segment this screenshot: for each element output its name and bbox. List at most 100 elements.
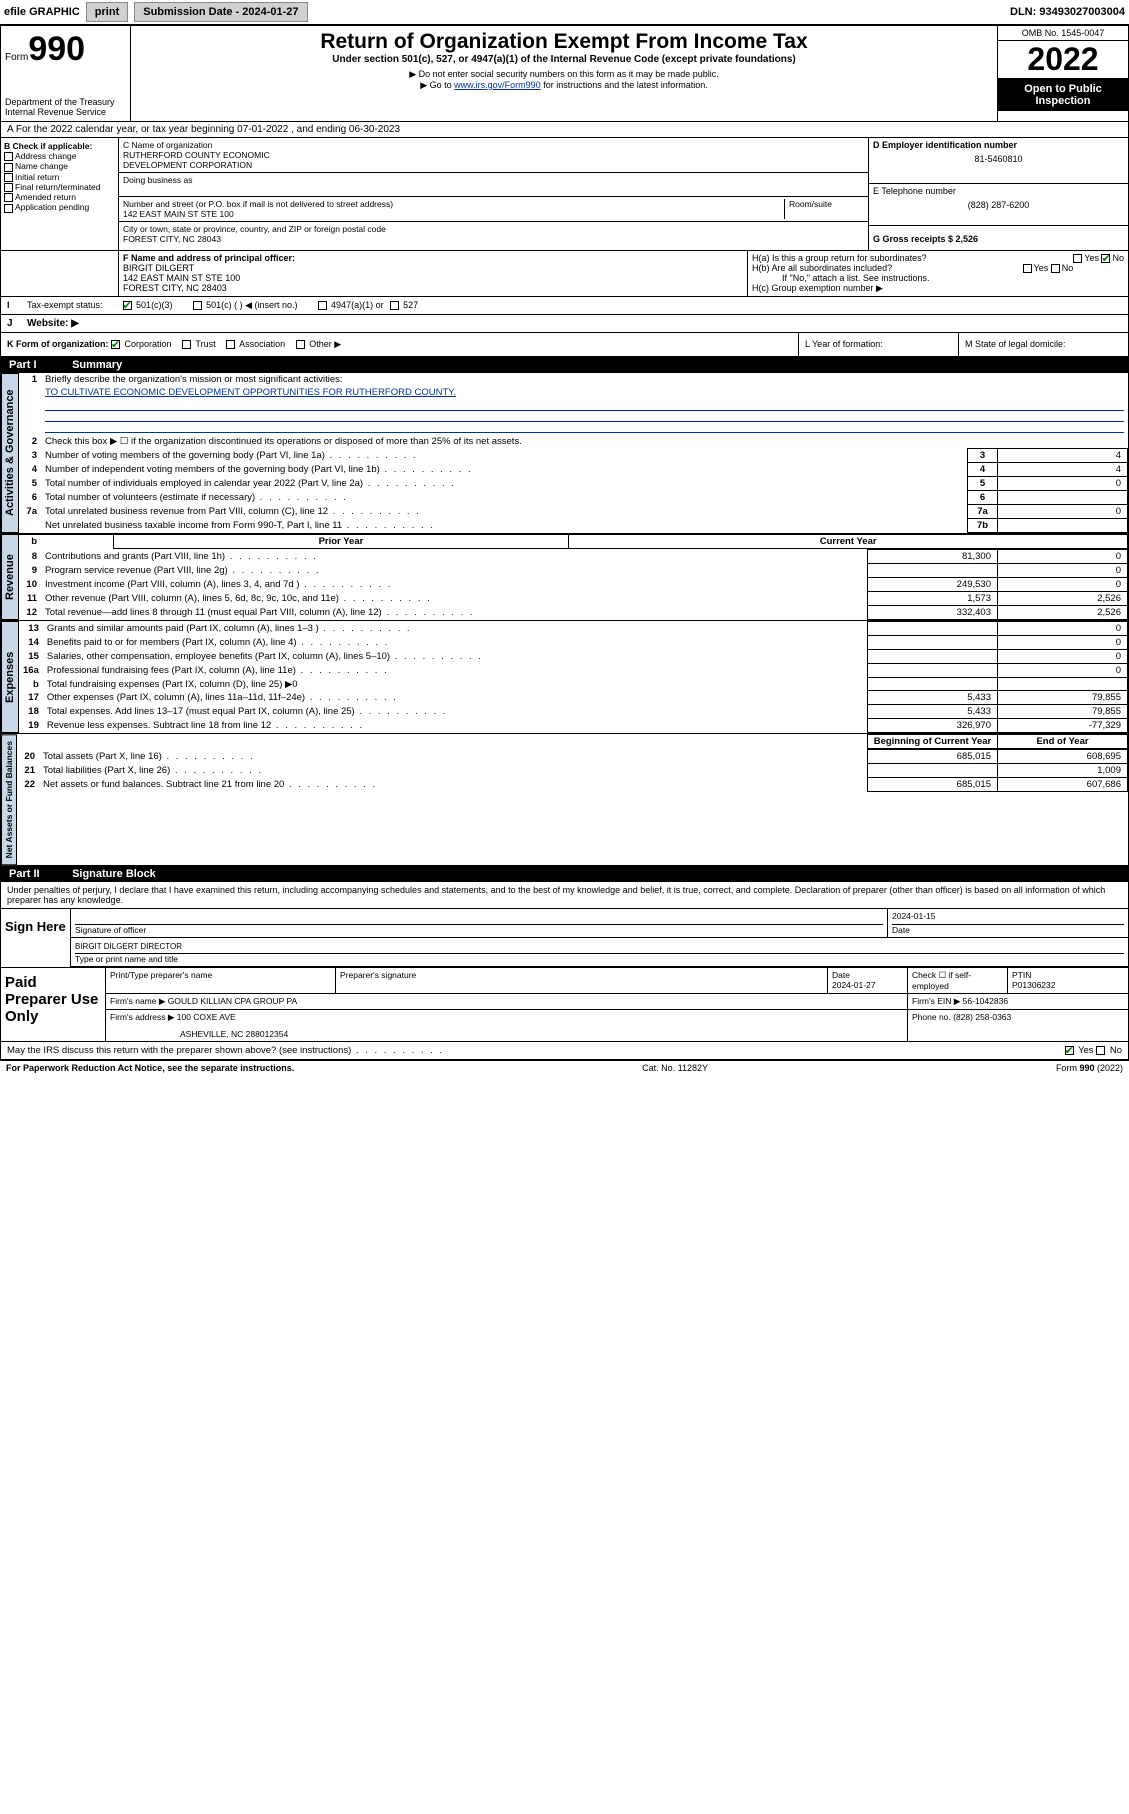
part1-title: Summary xyxy=(72,359,122,371)
table-row: 5Total number of individuals employed in… xyxy=(19,477,1128,491)
phone-label: E Telephone number xyxy=(873,186,1124,196)
cb-501c3[interactable] xyxy=(123,301,132,310)
part2-title: Signature Block xyxy=(72,868,156,880)
vtab-netassets: Net Assets or Fund Balances xyxy=(1,734,17,865)
firm-phone: (828) 258-0363 xyxy=(953,1012,1011,1022)
cb-application-pending[interactable]: Application pending xyxy=(4,202,115,212)
block-fh: F Name and address of principal officer:… xyxy=(1,251,1128,297)
prep-sig-label: Preparer's signature xyxy=(336,968,828,993)
irs-label: Internal Revenue Service xyxy=(5,107,126,117)
may-irs-label: May the IRS discuss this return with the… xyxy=(7,1045,351,1056)
table-row: 20Total assets (Part X, line 16)685,0156… xyxy=(17,750,1128,764)
cb-assoc[interactable] xyxy=(226,340,235,349)
part1-label: Part I xyxy=(9,359,69,371)
eoy-hdr: End of Year xyxy=(998,735,1128,749)
goto-post: for instructions and the latest informat… xyxy=(541,80,708,90)
bcy-hdr: Beginning of Current Year xyxy=(868,735,998,749)
footer-right: Form 990 (2022) xyxy=(1056,1063,1123,1073)
table-row: Net unrelated business taxable income fr… xyxy=(19,519,1128,533)
cb-may-irs-no[interactable] xyxy=(1096,1046,1105,1055)
current-year-hdr: Current Year xyxy=(569,535,1128,549)
cb-4947[interactable] xyxy=(318,301,327,310)
table-row: 3Number of voting members of the governi… xyxy=(19,449,1128,463)
cb-corp[interactable] xyxy=(111,340,120,349)
cb-amended-return[interactable]: Amended return xyxy=(4,192,115,202)
form-header: Form990 Department of the Treasury Inter… xyxy=(1,26,1128,122)
cb-trust[interactable] xyxy=(182,340,191,349)
dln-label: DLN: 93493027003004 xyxy=(1010,6,1125,18)
h-a: H(a) Is this a group return for subordin… xyxy=(752,253,1124,263)
table-row: 10Investment income (Part VIII, column (… xyxy=(19,578,1128,592)
prep-name-label: Print/Type preparer's name xyxy=(106,968,336,993)
form-number: 990 xyxy=(28,30,85,68)
table-row: 21Total liabilities (Part X, line 26)1,0… xyxy=(17,764,1128,778)
cb-address-change[interactable]: Address change xyxy=(4,151,115,161)
cb-527[interactable] xyxy=(390,301,399,310)
prep-date: 2024-01-27 xyxy=(832,980,875,990)
ein-label: D Employer identification number xyxy=(873,140,1124,150)
form-title: Return of Organization Exempt From Incom… xyxy=(135,30,993,54)
box-b-label: B Check if applicable: xyxy=(4,141,115,151)
form-outer: Form990 Department of the Treasury Inter… xyxy=(0,25,1129,1060)
org-name-1: RUTHERFORD COUNTY ECONOMIC xyxy=(123,150,864,160)
officer-name-title: BIRGIT DILGERT DIRECTOR xyxy=(75,940,1124,954)
box-b: B Check if applicable: Address change Na… xyxy=(1,138,119,250)
part2-label: Part II xyxy=(9,868,69,880)
cb-name-change[interactable]: Name change xyxy=(4,161,115,171)
check-self: Check ☐ if self-employed xyxy=(908,968,1008,993)
paid-preparer-label: Paid Preparer Use Only xyxy=(1,968,106,1041)
omb-number: OMB No. 1545-0047 xyxy=(998,26,1128,41)
cb-may-irs-yes[interactable] xyxy=(1065,1046,1074,1055)
declaration: Under penalties of perjury, I declare th… xyxy=(1,882,1128,908)
part1-header: Part I Summary xyxy=(1,357,1128,373)
submission-date-button[interactable]: Submission Date - 2024-01-27 xyxy=(134,2,307,22)
officer-addr: 142 EAST MAIN ST STE 100 xyxy=(123,273,743,283)
section-expenses: Expenses 13Grants and similar amounts pa… xyxy=(1,621,1128,734)
table-row: 16aProfessional fundraising fees (Part I… xyxy=(19,664,1128,678)
prior-year-hdr: Prior Year xyxy=(113,535,569,549)
dba-label: Doing business as xyxy=(119,173,868,197)
table-row: 18Total expenses. Add lines 13–17 (must … xyxy=(19,705,1128,719)
cb-initial-return[interactable]: Initial return xyxy=(4,172,115,182)
q1-label: Briefly describe the organization's miss… xyxy=(41,373,1128,386)
row-a: A For the 2022 calendar year, or tax yea… xyxy=(1,122,1128,138)
h-b: H(b) Are all subordinates included? Yes … xyxy=(752,263,1124,273)
firm-ein: 56-1042836 xyxy=(963,996,1008,1006)
ein-value: 81-5460810 xyxy=(873,154,1124,164)
table-row: 7aTotal unrelated business revenue from … xyxy=(19,505,1128,519)
city-label: City or town, state or province, country… xyxy=(123,224,864,234)
officer-name: BIRGIT DILGERT xyxy=(123,263,743,273)
firm-phone-label: Phone no. xyxy=(912,1012,951,1022)
form-prefix: Form xyxy=(5,52,28,63)
table-row: bTotal fundraising expenses (Part IX, co… xyxy=(19,678,1128,691)
q1-answer[interactable]: TO CULTIVATE ECONOMIC DEVELOPMENT OPPORT… xyxy=(45,387,456,398)
l-label: L Year of formation: xyxy=(798,333,958,356)
firm-addr-label: Firm's address ▶ xyxy=(110,1012,174,1022)
cb-501c[interactable] xyxy=(193,301,202,310)
h-note: If "No," attach a list. See instructions… xyxy=(752,273,1124,283)
goto-link[interactable]: www.irs.gov/Form990 xyxy=(454,80,541,90)
page-footer: For Paperwork Reduction Act Notice, see … xyxy=(0,1060,1129,1075)
sig-officer-label: Signature of officer xyxy=(75,925,883,935)
org-name-2: DEVELOPMENT CORPORATION xyxy=(123,160,864,170)
sig-date: 2024-01-15 xyxy=(892,911,1124,925)
addr-label: Number and street (or P.O. box if mail i… xyxy=(123,199,784,209)
sign-here-label: Sign Here xyxy=(1,909,71,967)
cb-other[interactable] xyxy=(296,340,305,349)
paid-preparer-row: Paid Preparer Use Only Print/Type prepar… xyxy=(1,967,1128,1041)
form-subtitle: Under section 501(c), 527, or 4947(a)(1)… xyxy=(135,54,993,65)
vtab-governance: Activities & Governance xyxy=(1,373,19,533)
tax-year: 2022 xyxy=(998,41,1128,79)
officer-city: FOREST CITY, NC 28403 xyxy=(123,283,743,293)
gross-receipts: G Gross receipts $ 2,526 xyxy=(873,234,978,244)
officer-label: F Name and address of principal officer: xyxy=(123,253,743,263)
box-c: C Name of organization RUTHERFORD COUNTY… xyxy=(119,138,868,250)
sign-here-row: Sign Here Signature of officer 2024-01-1… xyxy=(1,908,1128,967)
section-revenue: Revenue b Prior Year Current Year 8Contr… xyxy=(1,534,1128,621)
cb-final-return[interactable]: Final return/terminated xyxy=(4,182,115,192)
vtab-revenue: Revenue xyxy=(1,534,19,620)
city-value: FOREST CITY, NC 28043 xyxy=(123,234,864,244)
table-row: 4Number of independent voting members of… xyxy=(19,463,1128,477)
header-right: OMB No. 1545-0047 2022 Open to Public In… xyxy=(998,26,1128,121)
print-button[interactable]: print xyxy=(86,2,128,22)
